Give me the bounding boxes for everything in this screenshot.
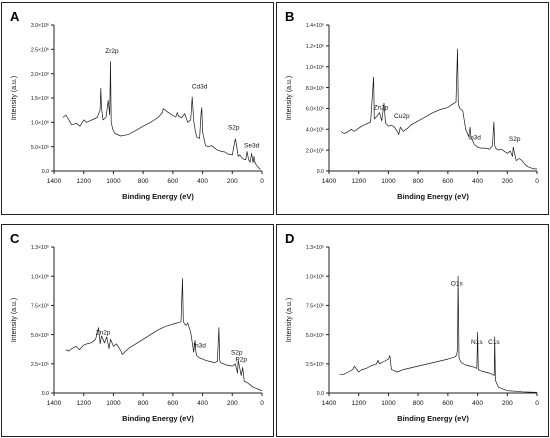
x-axis-label: Binding Energy (eV) — [397, 192, 469, 201]
x-axis-label: Binding Energy (eV) — [397, 414, 469, 423]
panel-label: D — [285, 231, 295, 246]
x-tick-label: 1200 — [351, 178, 366, 185]
spectrum-line — [340, 48, 537, 170]
y-tick-label: 2.5×10⁶ — [31, 48, 49, 54]
y-tick-label: 7.5×10⁵ — [31, 304, 49, 310]
spectrum-line — [65, 278, 263, 392]
y-axis-label: Intensity (a.u.) — [11, 76, 18, 120]
x-tick-label: 1000 — [106, 178, 121, 185]
y-tick-label: 1.3×10⁶ — [31, 245, 49, 251]
x-tick-label: 1000 — [381, 178, 396, 185]
x-tick-label: 200 — [502, 400, 513, 407]
y-tick-label: 4.0×10⁵ — [306, 127, 324, 133]
y-tick-label: 1.4×10⁶ — [306, 23, 324, 29]
panel-b: B 1400 1200 1000 800 600 400 200 0 0.0 2.0×10⁵ 4.0… — [276, 2, 549, 215]
y-tick-label: 2.5×10⁵ — [31, 362, 49, 368]
panel-label: B — [285, 9, 295, 24]
chart-panel-c: 1400 1200 1000 800 600 400 200 0 0.0 2.5×10⁵ 5.0×1… — [11, 245, 264, 423]
x-tick-label: 1400 — [322, 178, 337, 185]
y-tick-label: 5.0×10⁵ — [31, 333, 49, 339]
y-axis-label: Intensity (a.u.) — [286, 298, 293, 342]
chart-panel-b: 1400 1200 1000 800 600 400 200 0 0.0 2.0×10⁵ 4.0×1… — [286, 23, 539, 201]
peak-label: S2p — [509, 136, 521, 143]
x-tick-label: 800 — [413, 178, 424, 185]
panel-label: A — [10, 9, 20, 24]
spectrum-line — [339, 275, 538, 393]
panel-d: D 1400 1200 1000 800 600 400 200 0 0.0 2.5×10⁵ 5.0… — [276, 224, 549, 437]
peak-label: C1s — [488, 339, 500, 346]
y-tick-label: 0.0 — [42, 391, 49, 397]
peak-label: S2p — [231, 349, 243, 356]
x-tick-label: 1200 — [76, 178, 91, 185]
y-tick-label: 1.0×10⁶ — [31, 274, 49, 280]
x-tick-label: 200 — [227, 178, 238, 185]
y-tick-label: 8.0×10⁵ — [306, 86, 324, 92]
x-tick-label: 800 — [138, 400, 149, 407]
x-tick-label: 200 — [502, 178, 513, 185]
x-axis-label: Binding Energy (eV) — [122, 414, 194, 423]
peak-label: Zr2p — [105, 48, 119, 55]
x-tick-label: 1400 — [47, 400, 62, 407]
y-axis-label: Intensity (a.u.) — [286, 76, 293, 120]
chart-panel-a: 1400 1200 1000 800 600 400 200 0 0.0 5.0×10⁵ 1.0×1… — [11, 23, 264, 201]
x-tick-label: 0 — [535, 178, 539, 185]
peak-label: Zn2p — [96, 330, 111, 337]
y-tick-label: 2.0×10⁶ — [31, 72, 49, 78]
x-tick-label: 800 — [413, 400, 424, 407]
x-axis-label: Binding Energy (eV) — [122, 192, 194, 201]
peak-label: Cu2p — [394, 113, 410, 120]
x-tick-label: 0 — [260, 178, 264, 185]
panel-a: A 1400 1200 1000 800 600 400 200 0 0.0 5.0×10⁵ 1.0… — [1, 2, 274, 215]
x-tick-label: 400 — [197, 400, 208, 407]
x-tick-label: 0 — [260, 400, 264, 407]
y-axis-label: Intensity (a.u.) — [11, 298, 18, 342]
y-tick-label: 7.5×10⁵ — [306, 304, 324, 310]
x-tick-label: 1400 — [322, 400, 337, 407]
peak-label: In3d — [193, 342, 206, 349]
peak-label: S2p — [228, 125, 240, 132]
panel-label: C — [10, 231, 20, 246]
chart-panel-d: 1400 1200 1000 800 600 400 200 0 0.0 2.5×10⁵ 5.0×1… — [286, 245, 539, 423]
x-tick-label: 800 — [138, 178, 149, 185]
x-tick-label: 600 — [167, 400, 178, 407]
x-tick-label: 1000 — [381, 400, 396, 407]
x-tick-label: 600 — [167, 178, 178, 185]
peak-label: N1s — [471, 339, 483, 346]
y-tick-label: 0.0 — [317, 391, 324, 397]
y-tick-label: 0.0 — [317, 169, 324, 175]
spectrum-line — [62, 61, 261, 170]
x-tick-label: 1200 — [351, 400, 366, 407]
y-tick-label: 3.0×10⁶ — [31, 23, 49, 29]
peak-label: Zn2p — [374, 104, 389, 111]
y-tick-label: 1.0×10⁶ — [306, 65, 324, 71]
x-tick-label: 600 — [442, 178, 453, 185]
y-tick-label: 1.3×10⁶ — [306, 245, 324, 251]
x-tick-label: 1000 — [106, 400, 121, 407]
y-tick-label: 1.2×10⁶ — [306, 44, 324, 50]
x-tick-label: 200 — [227, 400, 238, 407]
x-tick-label: 0 — [535, 400, 539, 407]
x-tick-label: 1400 — [47, 178, 62, 185]
peak-label: O1s — [451, 281, 464, 288]
peak-label: P2p — [235, 356, 247, 363]
x-tick-label: 400 — [197, 178, 208, 185]
y-tick-label: 5.0×10⁵ — [306, 333, 324, 339]
x-tick-label: 400 — [472, 400, 483, 407]
y-tick-label: 6.0×10⁵ — [306, 107, 324, 113]
panel-c: C 1400 1200 1000 800 600 400 200 0 0.0 2.5×10⁵ 5.0… — [1, 224, 274, 437]
y-tick-label: 1.0×10⁶ — [31, 121, 49, 127]
peak-label: Se3d — [244, 143, 260, 150]
x-tick-label: 600 — [442, 400, 453, 407]
y-tick-label: 1.0×10⁶ — [306, 274, 324, 280]
peak-label: Cd3d — [192, 83, 208, 90]
y-tick-label: 2.0×10⁵ — [306, 148, 324, 154]
peak-label: In3d — [468, 135, 481, 142]
y-tick-label: 5.0×10⁵ — [31, 145, 49, 151]
y-tick-label: 0.0 — [42, 169, 49, 175]
x-tick-label: 1200 — [76, 400, 91, 407]
x-tick-label: 400 — [472, 178, 483, 185]
y-tick-label: 2.5×10⁵ — [306, 362, 324, 368]
y-tick-label: 1.5×10⁶ — [31, 96, 49, 102]
